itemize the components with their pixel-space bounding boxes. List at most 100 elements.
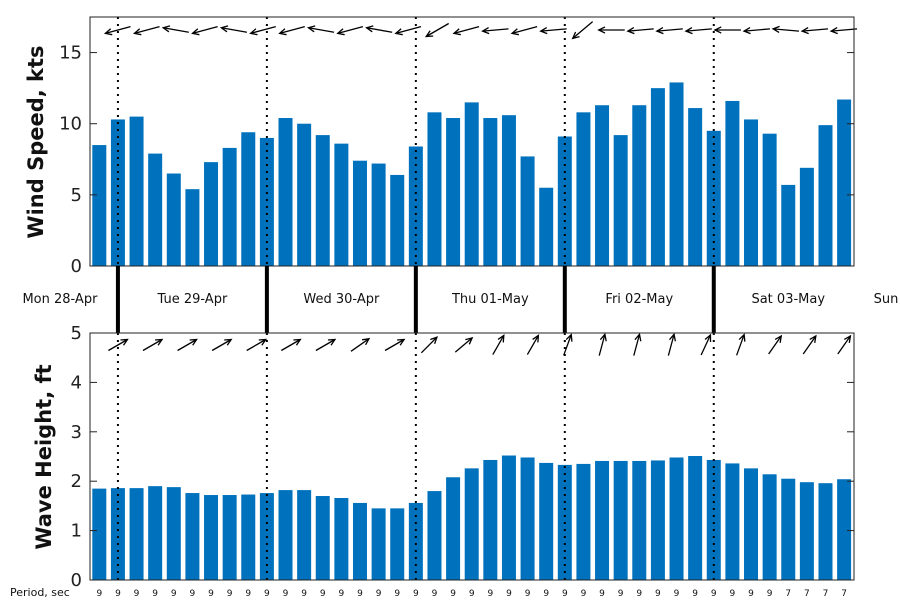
period-value: 9	[245, 589, 251, 599]
wind-y-axis-title: Wind Speed, kts	[24, 45, 48, 238]
period-value: 9	[432, 589, 438, 599]
period-value: 9	[599, 589, 605, 599]
wave-direction-arrow	[700, 333, 712, 356]
wind-direction-arrow	[219, 25, 248, 33]
wave-bar	[781, 478, 796, 580]
wind-bar	[241, 132, 256, 266]
period-value: 7	[785, 589, 791, 599]
wave-bar	[427, 491, 442, 580]
wave-bar	[595, 460, 610, 580]
wind-direction-arrow	[481, 26, 509, 35]
period-value: 9	[376, 589, 382, 599]
wave-axes-frame	[89, 332, 855, 581]
wind-direction-arrow	[771, 25, 800, 34]
period-value: 9	[357, 589, 363, 599]
wave-bar	[408, 502, 423, 580]
period-value: 9	[394, 589, 400, 599]
period-value: 9	[711, 589, 717, 599]
wave-bar	[706, 459, 721, 580]
wave-y-axis-title: Wave Height, ft	[32, 364, 56, 549]
wave-bar	[520, 457, 535, 580]
wind-direction-arrow	[452, 26, 480, 36]
wave-bar	[185, 493, 200, 580]
wave-bar	[669, 457, 684, 580]
wave-bar	[371, 508, 386, 580]
wind-y-tick-label: 5	[71, 185, 82, 206]
wind-bar	[595, 105, 610, 266]
wave-bar	[297, 490, 312, 580]
wave-direction-arrow	[837, 334, 852, 355]
wave-y-tick-label: 4	[71, 372, 82, 393]
wind-bar	[297, 123, 312, 267]
wave-direction-arrow	[768, 334, 783, 355]
wave-bar	[725, 463, 740, 580]
period-title: Period, sec	[10, 586, 70, 599]
wind-bar	[781, 184, 796, 266]
wind-bar	[837, 99, 852, 266]
wave-bar	[315, 496, 330, 580]
wind-bar	[799, 167, 814, 266]
period-value: 9	[525, 589, 531, 599]
wind-bar	[613, 135, 628, 266]
wave-direction-arrow	[667, 332, 677, 356]
wave-direction-arrow	[526, 334, 540, 355]
wind-bar	[148, 153, 163, 266]
wave-direction-arrows	[108, 332, 852, 356]
period-value: 9	[301, 589, 307, 599]
period-value: 9	[562, 589, 568, 599]
wind-bar	[576, 112, 591, 266]
wave-bar	[799, 482, 814, 580]
wave-bar	[148, 486, 163, 580]
day-labels: Mon 28-Apr Tue 29-Apr Wed 30-Apr Thu 01-May…	[22, 292, 898, 307]
wind-bar	[315, 135, 330, 266]
wave-bar	[762, 474, 777, 580]
wind-direction-arrow	[713, 26, 741, 34]
wind-bar	[222, 147, 237, 266]
wind-direction-arrow	[684, 26, 712, 35]
wind-bar	[669, 82, 684, 266]
period-value: 9	[134, 589, 140, 599]
wave-direction-arrow	[633, 332, 642, 356]
wind-direction-arrow	[626, 26, 654, 35]
wave-bar	[129, 488, 144, 580]
wave-panel: 0 1 2 3 4 5 Wave Height, ft	[32, 323, 855, 591]
wind-bar	[688, 108, 703, 266]
wave-bar	[688, 456, 703, 580]
wave-direction-arrow	[280, 338, 302, 352]
wind-bar	[632, 105, 647, 266]
wave-direction-arrow	[420, 336, 438, 354]
day-label: Mon 28-Apr	[22, 292, 98, 307]
wind-y-ticks: 0 5 10 15	[59, 43, 854, 277]
wave-bar	[352, 502, 367, 580]
wave-direction-arrow	[211, 338, 233, 352]
period-value: 9	[581, 589, 587, 599]
wind-direction-arrow	[742, 26, 770, 35]
wave-direction-arrow	[563, 333, 573, 356]
wind-direction-arrow	[161, 25, 189, 33]
wave-bar	[166, 487, 181, 580]
wind-bar	[352, 160, 367, 266]
period-value: 9	[506, 589, 512, 599]
wind-bars	[92, 82, 852, 267]
wind-bar	[334, 143, 349, 266]
wind-y-tick-label: 0	[71, 256, 82, 277]
wind-direction-arrow	[306, 25, 335, 33]
wave-bar	[650, 460, 665, 580]
period-value: 9	[450, 589, 456, 599]
wind-bar	[557, 136, 572, 266]
day-separators	[115, 266, 716, 333]
wind-direction-arrow	[249, 26, 276, 36]
wind-direction-arrow	[539, 26, 567, 35]
period-value: 9	[320, 589, 326, 599]
wind-bar	[204, 162, 219, 266]
wind-axes-frame	[89, 16, 855, 267]
wind-bar	[92, 145, 107, 266]
wind-y-tick-label: 15	[59, 43, 82, 64]
period-value: 9	[543, 589, 549, 599]
wave-bar	[501, 455, 516, 580]
wave-y-tick-label: 0	[71, 570, 82, 591]
wave-y-tick-label: 1	[71, 521, 82, 542]
period-value: 9	[618, 589, 624, 599]
